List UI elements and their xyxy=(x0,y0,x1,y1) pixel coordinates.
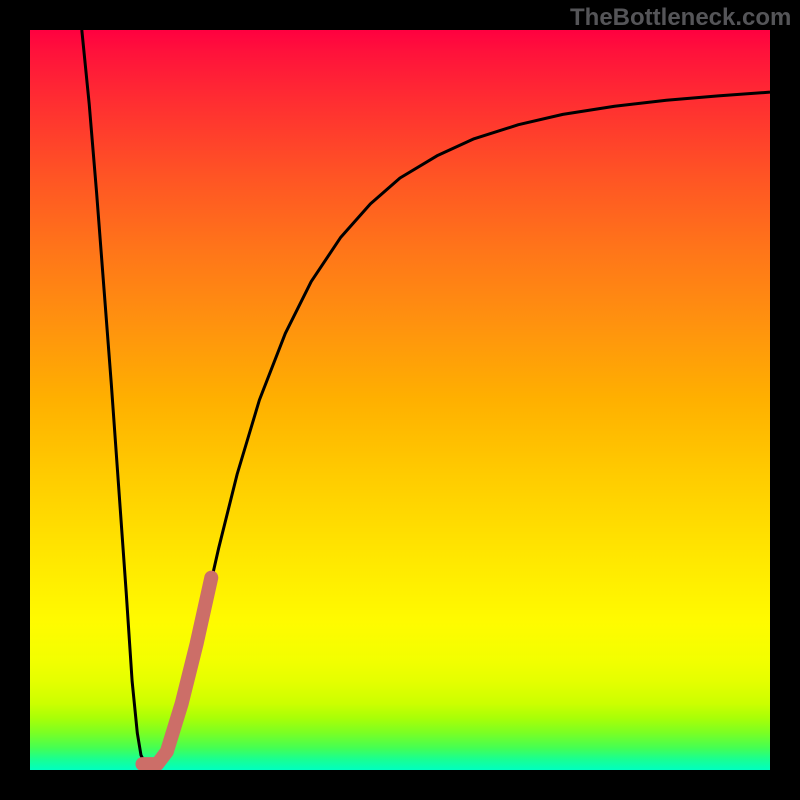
gradient-background xyxy=(30,30,770,770)
chart-canvas: TheBottleneck.com xyxy=(0,0,800,800)
plot-area xyxy=(30,30,770,770)
watermark-text: TheBottleneck.com xyxy=(570,4,791,32)
plot-svg xyxy=(30,30,770,770)
